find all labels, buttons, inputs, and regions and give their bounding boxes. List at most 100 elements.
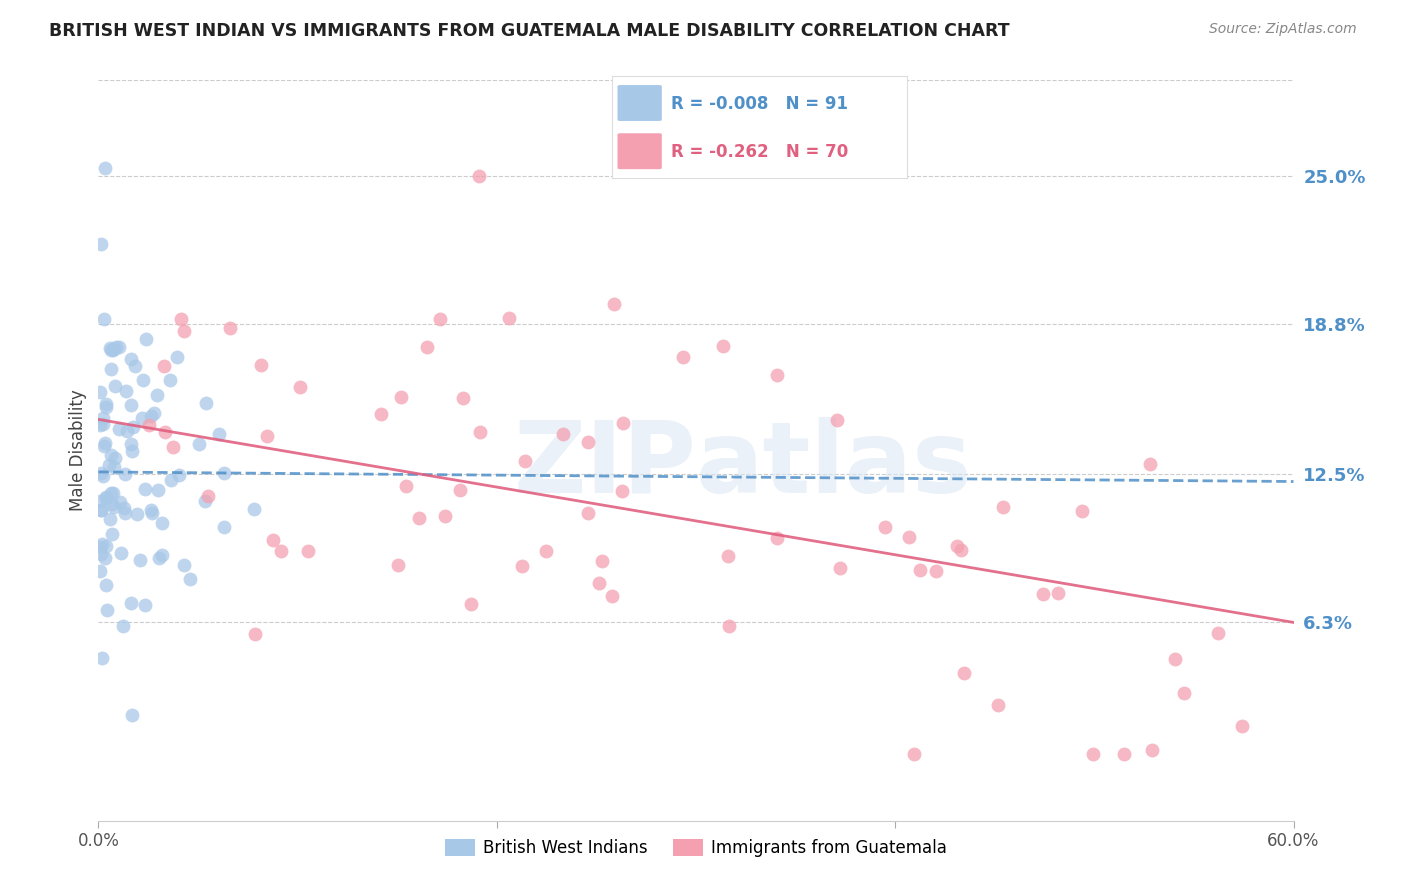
Point <box>718 619 741 633</box>
Point <box>112 500 135 515</box>
Point <box>159 373 181 387</box>
Point <box>468 425 491 439</box>
Point <box>387 558 409 573</box>
Text: atlas: atlas <box>696 417 973 514</box>
Point <box>90 537 112 551</box>
Point <box>104 379 127 393</box>
Point <box>91 417 114 431</box>
Point <box>672 350 695 364</box>
Point <box>408 511 430 525</box>
Point <box>101 343 124 358</box>
Point <box>925 564 948 578</box>
Text: R = -0.262   N = 70: R = -0.262 N = 70 <box>671 143 848 161</box>
Point <box>131 373 153 387</box>
Point <box>1230 718 1253 732</box>
Point <box>460 598 482 612</box>
Point <box>179 572 201 586</box>
Point <box>208 427 231 442</box>
Point <box>873 520 896 534</box>
Point <box>166 350 188 364</box>
Point <box>94 539 117 553</box>
Point <box>89 540 111 554</box>
Point <box>100 362 122 376</box>
Point <box>389 390 412 404</box>
Point <box>1032 587 1054 601</box>
Point <box>120 398 142 412</box>
Point <box>94 400 117 414</box>
Point <box>121 444 143 458</box>
Point <box>1070 504 1092 518</box>
Point <box>100 486 122 500</box>
Point <box>93 161 115 175</box>
Point <box>1114 747 1136 761</box>
Point <box>467 169 489 183</box>
Point <box>1164 651 1187 665</box>
Point <box>510 558 533 573</box>
Point <box>612 416 634 430</box>
Point <box>120 436 142 450</box>
Point <box>212 467 235 481</box>
Point <box>90 236 112 251</box>
Point <box>173 558 195 572</box>
Point <box>513 454 536 468</box>
Point <box>195 396 218 410</box>
Point <box>122 419 145 434</box>
Point <box>101 527 124 541</box>
Point <box>600 590 623 604</box>
Point <box>827 413 849 427</box>
Point <box>100 497 122 511</box>
Point <box>987 698 1010 713</box>
Point <box>101 342 124 356</box>
Point <box>256 429 278 443</box>
Point <box>451 391 474 405</box>
Text: ZIP: ZIP <box>513 417 696 514</box>
Point <box>159 473 181 487</box>
Point <box>96 491 118 505</box>
Point <box>588 576 610 591</box>
Point <box>90 467 112 481</box>
Point <box>134 598 156 612</box>
Point <box>94 491 117 505</box>
Point <box>194 494 217 508</box>
Point <box>114 467 136 481</box>
Point <box>953 665 976 680</box>
Text: R = -0.008   N = 91: R = -0.008 N = 91 <box>671 95 848 112</box>
Point <box>498 311 520 326</box>
Point <box>96 578 118 592</box>
Point <box>536 544 558 558</box>
Point <box>1083 747 1105 761</box>
Point <box>903 747 925 761</box>
Point <box>950 542 973 557</box>
Point <box>433 508 456 523</box>
Point <box>150 548 173 562</box>
Point <box>153 359 176 373</box>
Point <box>576 435 599 450</box>
Point <box>1140 742 1163 756</box>
Point <box>991 500 1014 514</box>
Point <box>188 437 211 451</box>
Point <box>142 406 165 420</box>
Point <box>135 332 157 346</box>
Legend: British West Indians, Immigrants from Guatemala: British West Indians, Immigrants from Gu… <box>439 832 953 864</box>
Point <box>128 553 150 567</box>
Point <box>429 312 451 326</box>
Point <box>148 550 170 565</box>
Point <box>717 549 740 563</box>
Point <box>245 627 267 641</box>
Point <box>219 321 242 335</box>
Point <box>103 460 125 475</box>
Point <box>170 312 193 326</box>
Point <box>90 548 112 562</box>
Point <box>449 483 471 497</box>
Point <box>141 502 163 516</box>
Point <box>98 341 121 355</box>
Point <box>98 458 121 472</box>
Point <box>89 565 111 579</box>
Point <box>120 351 142 366</box>
Point <box>103 500 125 514</box>
Point <box>98 512 121 526</box>
Point <box>262 533 284 548</box>
Point <box>153 425 176 440</box>
Text: BRITISH WEST INDIAN VS IMMIGRANTS FROM GUATEMALA MALE DISABILITY CORRELATION CHA: BRITISH WEST INDIAN VS IMMIGRANTS FROM G… <box>49 22 1010 40</box>
Point <box>395 479 418 493</box>
